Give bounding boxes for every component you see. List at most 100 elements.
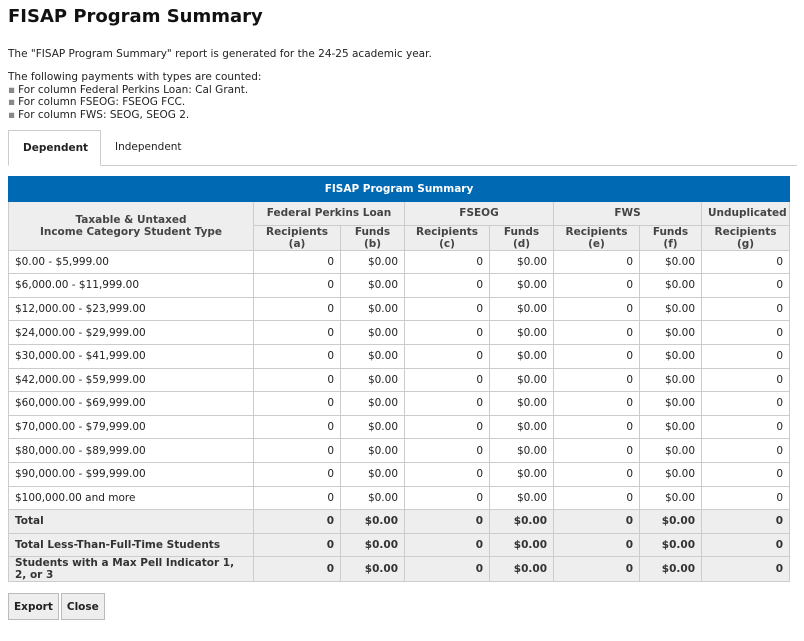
button[interactable]: Close (60, 593, 105, 620)
column-header: Recipients (g) (701, 224, 790, 251)
row-label: $6,000.00 - $11,999.00 (8, 273, 254, 298)
value-cell: 0 (553, 556, 640, 583)
value-cell: $0.00 (340, 296, 405, 322)
value-cell: $0.00 (340, 343, 405, 369)
value-cell: 0 (553, 461, 640, 487)
value-cell: 0 (553, 391, 640, 416)
data-row: $90,000.00 - $99,999.00 0 $0.00 0 $0.00 0 $0.0… (8, 461, 790, 487)
intro-text: The "FISAP Program Summary" report is ge… (8, 48, 432, 60)
value-cell: 0 (553, 320, 640, 345)
value-cell: $0.00 (489, 367, 554, 393)
value-cell: 0 (253, 532, 341, 558)
value-cell: 0 (553, 273, 640, 298)
value-cell: 0 (253, 273, 341, 298)
row-label: $100,000.00 and more (8, 485, 254, 511)
caption-row: FISAP Program Summary (8, 176, 790, 202)
row-label: $42,000.00 - $59,999.00 (8, 367, 254, 393)
value-cell: 0 (253, 367, 341, 393)
value-cell: $0.00 (340, 414, 405, 440)
counted-heading: The following payments with types are co… (8, 71, 262, 83)
value-cell: $0.00 (340, 461, 405, 487)
value-cell: 0 (404, 273, 490, 298)
table-caption: FISAP Program Summary (8, 176, 790, 202)
value-cell: $0.00 (489, 296, 554, 322)
group-header: Unduplicated (701, 201, 790, 226)
value-cell: $0.00 (639, 414, 702, 440)
value-cell: 0 (404, 367, 490, 393)
value-cell: $0.00 (489, 414, 554, 440)
value-cell: $0.00 (340, 438, 405, 463)
value-cell: 0 (253, 343, 341, 369)
data-row: $12,000.00 - $23,999.00 0 $0.00 0 $0.00 0 $0.0… (8, 296, 790, 322)
counted-item: For column FWS: SEOG, SEOG 2. (8, 109, 261, 122)
value-cell: 0 (701, 556, 790, 583)
value-cell: 0 (404, 296, 490, 322)
value-cell: $0.00 (489, 343, 554, 369)
value-cell: 0 (701, 485, 790, 511)
value-cell: 0 (404, 343, 490, 369)
value-cell: 0 (404, 461, 490, 487)
value-cell: $0.00 (340, 532, 405, 558)
value-cell: $0.00 (340, 249, 405, 275)
page-title: FISAP Program Summary (8, 6, 263, 27)
counted-item: For column Federal Perkins Loan: Cal Gra… (8, 84, 261, 97)
value-cell: 0 (701, 391, 790, 416)
value-cell: $0.00 (639, 532, 702, 558)
row-label: $90,000.00 - $99,999.00 (8, 461, 254, 487)
value-cell: 0 (404, 391, 490, 416)
value-cell: $0.00 (340, 391, 405, 416)
value-cell: 0 (553, 296, 640, 322)
row-label: Total Less-Than-Full-Time Students (8, 532, 254, 558)
value-cell: 0 (404, 249, 490, 275)
button-bar: Export Close (8, 593, 107, 620)
total-row: Total 0 $0.00 0 $0.00 0 $0.00 0 (8, 509, 790, 534)
row-label: $24,000.00 - $29,999.00 (8, 320, 254, 345)
value-cell: 0 (701, 532, 790, 558)
value-cell: 0 (253, 556, 341, 583)
button[interactable]: Export (8, 593, 59, 620)
data-row: $60,000.00 - $69,999.00 0 $0.00 0 $0.00 0 $0.0… (8, 391, 790, 416)
value-cell: $0.00 (489, 556, 554, 583)
data-row: $6,000.00 - $11,999.00 0 $0.00 0 $0.00 0 $0.00… (8, 273, 790, 298)
value-cell: $0.00 (489, 249, 554, 275)
counted-item: For column FSEOG: FSEOG FCC. (8, 96, 261, 109)
value-cell: $0.00 (489, 391, 554, 416)
row-label: Total (8, 509, 254, 534)
value-cell: 0 (404, 509, 490, 534)
value-cell: 0 (701, 296, 790, 322)
value-cell: 0 (404, 414, 490, 440)
summary-table: FISAP Program Summary Taxable & Untaxed In… (8, 176, 790, 583)
value-cell: $0.00 (639, 343, 702, 369)
value-cell: 0 (701, 273, 790, 298)
value-cell: 0 (701, 343, 790, 369)
counted-info: The following payments with types are co… (8, 71, 261, 121)
group-header: Federal Perkins Loan (253, 201, 405, 226)
value-cell: $0.00 (489, 532, 554, 558)
value-cell: 0 (404, 556, 490, 583)
tab-bar: Dependent Independent (8, 130, 797, 166)
group-header: FSEOG (404, 201, 554, 226)
value-cell: 0 (553, 249, 640, 275)
column-header: Funds (d) (489, 224, 554, 251)
value-cell: 0 (553, 343, 640, 369)
value-cell: 0 (553, 414, 640, 440)
value-cell: 0 (253, 296, 341, 322)
value-cell: $0.00 (639, 320, 702, 345)
tab[interactable]: Independent (115, 141, 182, 153)
value-cell: 0 (253, 391, 341, 416)
value-cell: 0 (553, 509, 640, 534)
value-cell: $0.00 (489, 485, 554, 511)
column-header-row: Recipients (a) Funds (b) Recipients (c) Fun… (9, 224, 790, 251)
tab[interactable]: Dependent (8, 130, 101, 166)
row-label: $30,000.00 - $41,999.00 (8, 343, 254, 369)
data-row: $100,000.00 and more 0 $0.00 0 $0.00 0 $0.00 0 (8, 485, 790, 511)
value-cell: $0.00 (489, 461, 554, 487)
value-cell: $0.00 (639, 296, 702, 322)
value-cell: 0 (701, 320, 790, 345)
column-header: Funds (f) (639, 224, 702, 251)
value-cell: $0.00 (489, 509, 554, 534)
data-row: $42,000.00 - $59,999.00 0 $0.00 0 $0.00 0 $0.0… (8, 367, 790, 393)
row-label: Students with a Max Pell Indicator 1, 2,… (8, 556, 254, 583)
data-row: $30,000.00 - $41,999.00 0 $0.00 0 $0.00 0 $0.0… (8, 343, 790, 369)
